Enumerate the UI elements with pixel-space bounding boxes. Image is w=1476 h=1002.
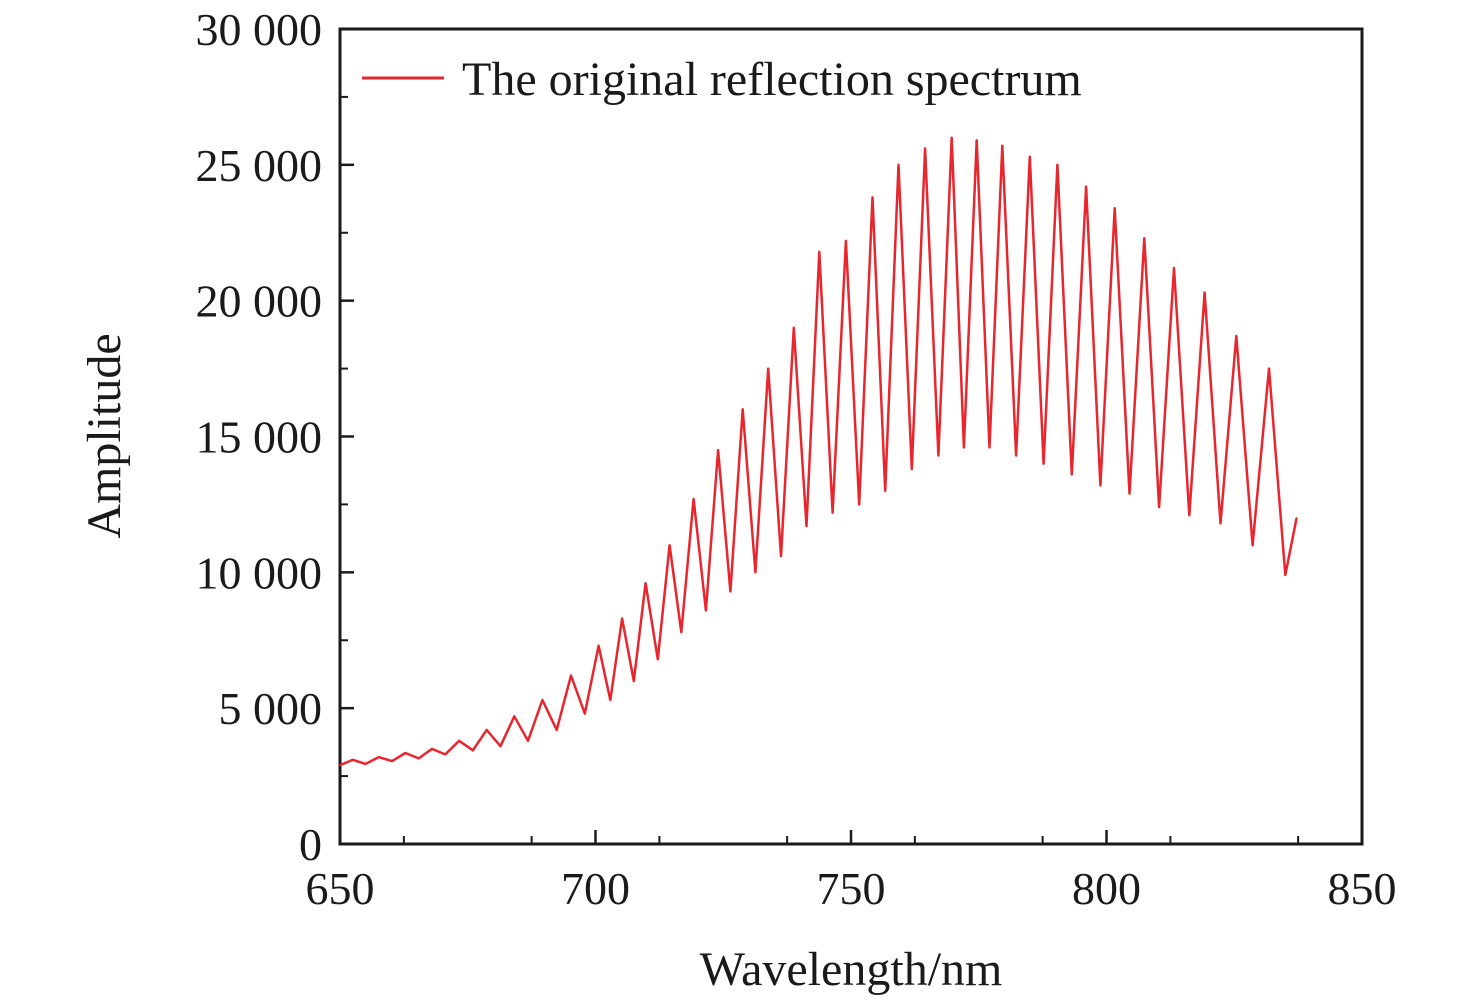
data-point xyxy=(1268,367,1270,370)
data-point xyxy=(1099,484,1102,487)
data-point xyxy=(818,251,821,253)
data-point xyxy=(1029,155,1031,158)
data-point xyxy=(767,367,769,370)
x-tick-label: 800 xyxy=(1072,863,1141,914)
data-point xyxy=(717,449,719,451)
data-point xyxy=(555,729,558,731)
data-point xyxy=(444,753,447,756)
plot-frame xyxy=(338,27,1364,846)
data-point xyxy=(513,715,516,718)
data-point xyxy=(924,147,926,150)
data-point xyxy=(339,764,341,766)
data-point xyxy=(1071,473,1073,476)
data-point xyxy=(705,609,707,612)
data-point xyxy=(845,240,847,242)
data-point xyxy=(950,136,953,139)
data-point xyxy=(1251,544,1254,546)
data-point xyxy=(621,617,623,620)
x-tick-label: 750 xyxy=(817,863,886,914)
data-point xyxy=(1203,291,1206,294)
data-point xyxy=(499,745,502,747)
y-tick-label: 25 000 xyxy=(196,140,323,191)
y-tick-label: 30 000 xyxy=(196,4,323,55)
data-point xyxy=(1085,185,1087,188)
data-point xyxy=(1113,207,1116,210)
data-point xyxy=(431,748,433,750)
data-point xyxy=(485,729,488,731)
data-point xyxy=(391,760,393,762)
data-point xyxy=(364,763,367,765)
y-tick-label: 20 000 xyxy=(196,276,323,327)
data-point xyxy=(1001,145,1004,147)
y-tick-labels: 0 5 000 10 000 15 000 20 000 25 000 30 000 xyxy=(196,4,323,870)
data-point xyxy=(963,446,965,449)
data-point xyxy=(570,674,572,677)
data-point xyxy=(668,544,671,546)
data-point xyxy=(1284,574,1287,576)
data-point xyxy=(884,490,886,492)
data-point xyxy=(831,511,834,514)
data-point xyxy=(609,699,612,701)
series-points xyxy=(339,136,1298,766)
data-point xyxy=(378,756,380,758)
data-point xyxy=(1015,454,1017,457)
data-point xyxy=(1128,492,1131,495)
data-point xyxy=(780,555,782,557)
data-point xyxy=(897,164,900,166)
data-point xyxy=(793,327,795,329)
data-point xyxy=(472,749,474,752)
data-point xyxy=(937,454,940,457)
data-point xyxy=(657,658,659,661)
data-point xyxy=(1143,237,1146,239)
data-point xyxy=(988,446,991,449)
data-point xyxy=(352,759,354,761)
x-tick-labels: 650 700 750 800 850 xyxy=(306,863,1397,914)
data-point xyxy=(1042,462,1045,465)
data-point xyxy=(975,139,978,142)
data-point xyxy=(858,503,860,506)
data-point xyxy=(1188,514,1191,517)
data-point xyxy=(1219,522,1222,525)
data-point xyxy=(404,752,407,754)
data-point xyxy=(741,408,744,411)
y-tick-label: 5 000 xyxy=(219,683,323,734)
data-point xyxy=(692,498,695,500)
data-point xyxy=(911,468,913,470)
data-point xyxy=(458,740,460,742)
data-point xyxy=(527,740,529,742)
x-axis-title: Wavelength/nm xyxy=(700,943,1003,996)
x-tick-label: 650 xyxy=(306,863,375,914)
y-tick-label: 0 xyxy=(299,819,322,870)
data-point xyxy=(633,680,635,682)
data-point xyxy=(541,699,544,701)
data-point xyxy=(1235,335,1238,337)
y-tick-label: 15 000 xyxy=(196,412,323,463)
data-point xyxy=(754,571,757,574)
data-point xyxy=(417,757,420,760)
y-axis-title: Amplitude xyxy=(78,333,131,538)
data-point xyxy=(1173,267,1175,269)
data-point xyxy=(729,590,732,593)
x-tick-label: 850 xyxy=(1328,863,1397,914)
series-line xyxy=(339,136,1298,767)
y-tick-label: 10 000 xyxy=(196,547,323,598)
data-point xyxy=(1295,517,1298,519)
data-point xyxy=(597,644,600,647)
legend-label: The original reflection spectrum xyxy=(462,53,1082,106)
data-point xyxy=(584,712,586,715)
data-point xyxy=(805,525,808,527)
data-point xyxy=(1056,164,1059,166)
data-point xyxy=(871,196,874,199)
data-point xyxy=(680,631,683,633)
data-point xyxy=(1158,506,1160,508)
legend: The original reflection spectrum xyxy=(362,53,1082,106)
tick-marks xyxy=(338,27,1364,846)
data-point xyxy=(644,582,647,584)
x-tick-label: 700 xyxy=(561,863,630,914)
